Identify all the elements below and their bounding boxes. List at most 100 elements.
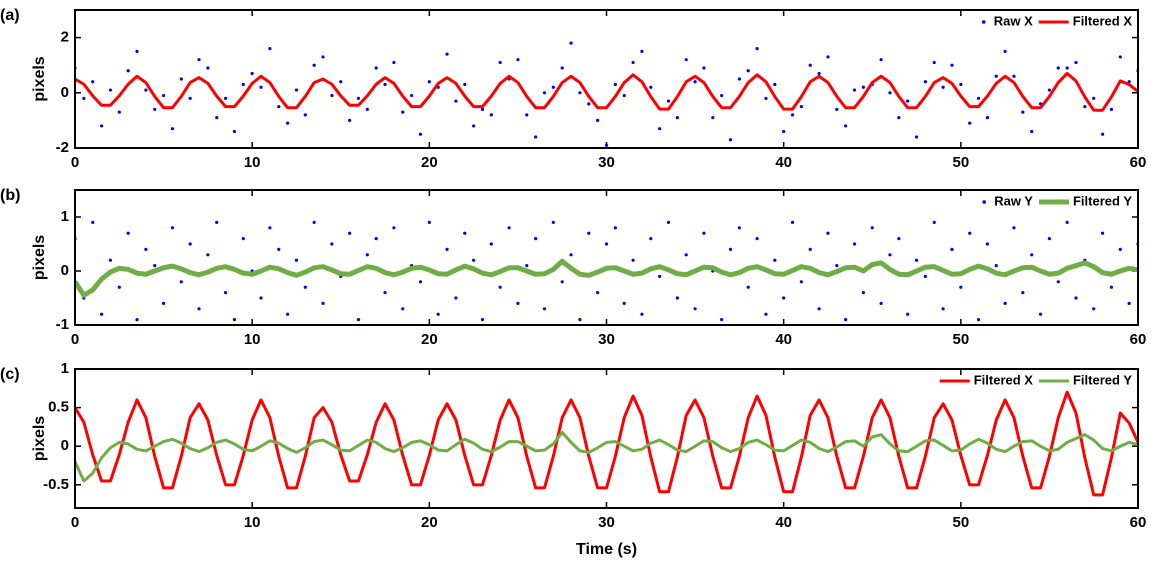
legend-swatch <box>982 200 987 204</box>
raw-point <box>1092 96 1096 100</box>
raw-point <box>1003 301 1007 305</box>
x-tick-label: 10 <box>244 154 261 171</box>
raw-point <box>1012 74 1016 78</box>
raw-point <box>91 80 95 84</box>
raw-point <box>1038 312 1043 316</box>
raw-point <box>179 77 183 81</box>
raw-point <box>720 93 724 98</box>
raw-point <box>418 280 423 284</box>
raw-point <box>914 135 919 139</box>
axes-frame <box>74 9 1139 149</box>
raw-point <box>489 113 493 117</box>
raw-point <box>693 307 697 311</box>
raw-point <box>773 82 777 87</box>
raw-point <box>666 99 671 103</box>
y-tick-label: 1 <box>61 360 69 377</box>
raw-point <box>250 71 254 76</box>
raw-point <box>1127 80 1131 84</box>
raw-point <box>596 291 600 295</box>
raw-point <box>392 60 396 65</box>
raw-point <box>1047 237 1052 241</box>
raw-point <box>613 82 617 87</box>
raw-point <box>348 118 352 122</box>
raw-point <box>303 285 307 289</box>
raw-point <box>161 93 166 98</box>
raw-point <box>728 247 733 251</box>
raw-point <box>1118 247 1122 251</box>
raw-point <box>516 301 520 305</box>
axes-frame <box>74 368 1139 509</box>
raw-point <box>551 220 555 224</box>
raw-point <box>720 318 724 322</box>
x-tick-label: 20 <box>421 154 438 171</box>
raw-point <box>879 301 883 305</box>
raw-point <box>525 113 529 117</box>
raw-point <box>197 307 201 311</box>
raw-point <box>135 49 139 54</box>
raw-point <box>755 237 759 241</box>
raw-point <box>232 318 237 322</box>
raw-point <box>321 55 325 59</box>
raw-point <box>861 85 865 89</box>
raw-point <box>1030 253 1034 257</box>
filtered-line <box>75 390 1138 497</box>
raw-point <box>994 74 998 78</box>
raw-point <box>782 296 786 300</box>
raw-point <box>658 127 662 131</box>
raw-point <box>897 237 901 241</box>
x-tick-label: 30 <box>598 514 615 531</box>
raw-point <box>516 58 520 62</box>
raw-point <box>374 66 378 70</box>
raw-point <box>1074 296 1078 300</box>
raw-point <box>472 124 476 128</box>
raw-point <box>852 242 857 246</box>
raw-point <box>914 258 919 262</box>
raw-point <box>569 253 573 257</box>
filtered-line <box>75 258 1138 298</box>
x-tick-label: 20 <box>421 331 438 348</box>
raw-point <box>82 96 86 100</box>
legend-label: Raw X <box>994 13 1033 28</box>
raw-point <box>534 237 538 241</box>
raw-point <box>232 129 237 134</box>
panel-label: (c) <box>0 366 20 383</box>
raw-point <box>241 82 245 87</box>
raw-point <box>870 226 874 230</box>
plot-area <box>75 390 1138 497</box>
raw-point <box>277 105 281 109</box>
raw-point <box>117 110 121 114</box>
raw-point <box>1047 88 1052 92</box>
plot-area <box>75 220 1138 322</box>
raw-point <box>241 237 245 241</box>
raw-point <box>463 231 467 235</box>
raw-point <box>950 247 954 251</box>
raw-point <box>560 280 564 284</box>
raw-point <box>764 312 768 316</box>
raw-point <box>277 247 281 251</box>
raw-point <box>427 80 431 84</box>
raw-point <box>99 312 104 316</box>
raw-point <box>631 258 635 262</box>
raw-point <box>560 66 564 70</box>
raw-point <box>746 285 750 289</box>
raw-point <box>303 113 307 117</box>
raw-point <box>542 307 547 311</box>
raw-point <box>790 220 795 224</box>
raw-point <box>498 285 502 289</box>
raw-point <box>365 107 369 111</box>
raw-point <box>844 124 848 128</box>
raw-point <box>587 102 591 106</box>
x-tick-label: 20 <box>421 514 438 531</box>
raw-point <box>976 96 981 100</box>
raw-point <box>472 258 476 262</box>
raw-point <box>454 99 458 103</box>
raw-point <box>294 88 299 92</box>
x-tick-label: 10 <box>244 514 261 531</box>
raw-point <box>852 88 857 92</box>
raw-point <box>170 226 175 230</box>
legend-label: Filtered Y <box>1073 372 1132 387</box>
raw-point <box>223 96 228 100</box>
